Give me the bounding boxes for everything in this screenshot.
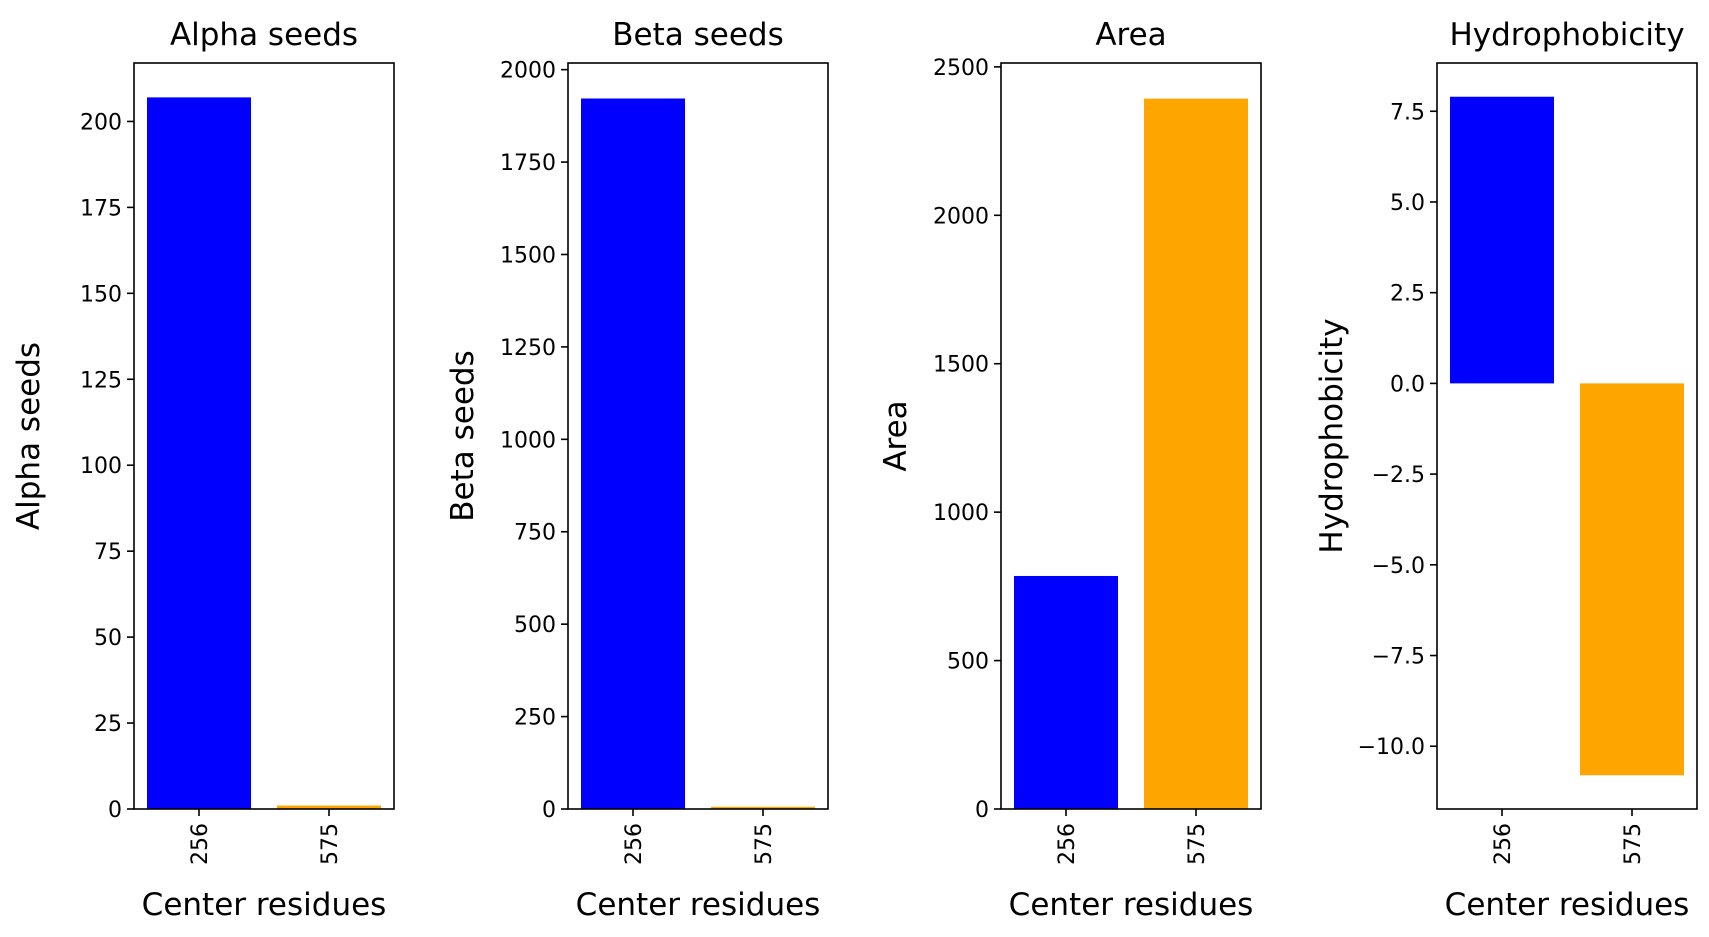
x-tick-label: 256: [1491, 823, 1516, 865]
subplot-title: Area: [1095, 17, 1166, 53]
y-tick-label: 0: [108, 798, 122, 823]
x-tick-label: 575: [1621, 823, 1646, 865]
x-axis-label: Center residues: [1445, 887, 1690, 923]
x-tick-label: 575: [318, 823, 343, 865]
y-tick-label: 500: [947, 650, 989, 675]
bar-575: [711, 806, 815, 809]
y-axis-label: Hydrophobicity: [1314, 318, 1350, 553]
plot-frame: [1436, 62, 1698, 810]
y-tick-label: −5.0: [1372, 554, 1425, 579]
x-tick-label: 256: [188, 823, 213, 865]
bar-575: [1144, 98, 1248, 810]
y-tick-label: 0: [542, 798, 556, 823]
bar-256: [581, 98, 685, 810]
x-axis-label: Center residues: [142, 887, 387, 923]
y-tick-label: 1000: [933, 501, 989, 526]
y-tick-label: 5.0: [1390, 191, 1425, 216]
y-tick-label: −7.5: [1372, 645, 1425, 670]
y-tick-label: −2.5: [1372, 463, 1425, 488]
y-tick-label: 750: [514, 521, 556, 546]
y-tick-label: 500: [514, 613, 556, 638]
y-tick-label: 200: [80, 110, 122, 135]
subplot-2: 0 250 500 750 1000 1250 1500 1750 2000 256 575 Beta…: [445, 17, 829, 923]
bar-256: [1450, 96, 1554, 384]
subplot-4: −10.0 −7.5 −5.0 −2.5 0.0 2.5 5.0 7.5 256 575 Hydro…: [1314, 17, 1698, 923]
y-axis-label: Area: [878, 400, 914, 471]
y-tick-label: 125: [80, 368, 122, 393]
y-tick-label: 2000: [500, 59, 556, 84]
plot-frame: [1000, 62, 1262, 810]
bar-575: [1580, 383, 1684, 776]
y-tick-label: 1500: [500, 243, 556, 268]
y-tick-label: 1000: [500, 428, 556, 453]
bar-256: [1014, 575, 1118, 809]
y-tick-label: 50: [94, 626, 122, 651]
x-tick-label: 575: [752, 823, 777, 865]
x-axis-label: Center residues: [576, 887, 821, 923]
subplot-title: Hydrophobicity: [1449, 17, 1684, 53]
y-tick-label: 75: [94, 540, 122, 565]
y-tick-label: 1500: [933, 353, 989, 378]
y-tick-label: 1250: [500, 336, 556, 361]
y-axis-label: Alpha seeds: [11, 342, 47, 530]
y-tick-label: 25: [94, 712, 122, 737]
bar-575: [277, 805, 381, 809]
y-tick-label: 7.5: [1390, 100, 1425, 125]
subplot-title: Beta seeds: [612, 17, 783, 53]
x-tick-label: 256: [622, 823, 647, 865]
y-axis-label: Beta seeds: [445, 350, 481, 521]
y-tick-label: 0.0: [1390, 372, 1425, 397]
y-tick-label: 175: [80, 196, 122, 221]
plot-frame: [133, 62, 395, 810]
x-tick-label: 575: [1185, 823, 1210, 865]
plot-frame: [567, 62, 829, 810]
bar-256: [147, 97, 251, 809]
y-tick-label: 0: [975, 798, 989, 823]
y-tick-label: 250: [514, 706, 556, 731]
y-tick-label: 2500: [933, 56, 989, 81]
y-tick-label: 2000: [933, 204, 989, 229]
x-axis-label: Center residues: [1009, 887, 1254, 923]
subplot-1: 0 25 50 75 100 125 150 175 200 256 575 Alpha seeds C…: [11, 17, 395, 923]
x-tick-label: 256: [1055, 823, 1080, 865]
y-tick-label: 2.5: [1390, 282, 1425, 307]
y-tick-label: −10.0: [1358, 735, 1425, 760]
y-tick-label: 1750: [500, 151, 556, 176]
y-tick-label: 150: [80, 282, 122, 307]
y-tick-label: 100: [80, 454, 122, 479]
subplot-title: Alpha seeds: [170, 17, 358, 53]
subplot-3: 0 500 1000 1500 2000 2500 256 575 Area Center res…: [878, 17, 1262, 923]
